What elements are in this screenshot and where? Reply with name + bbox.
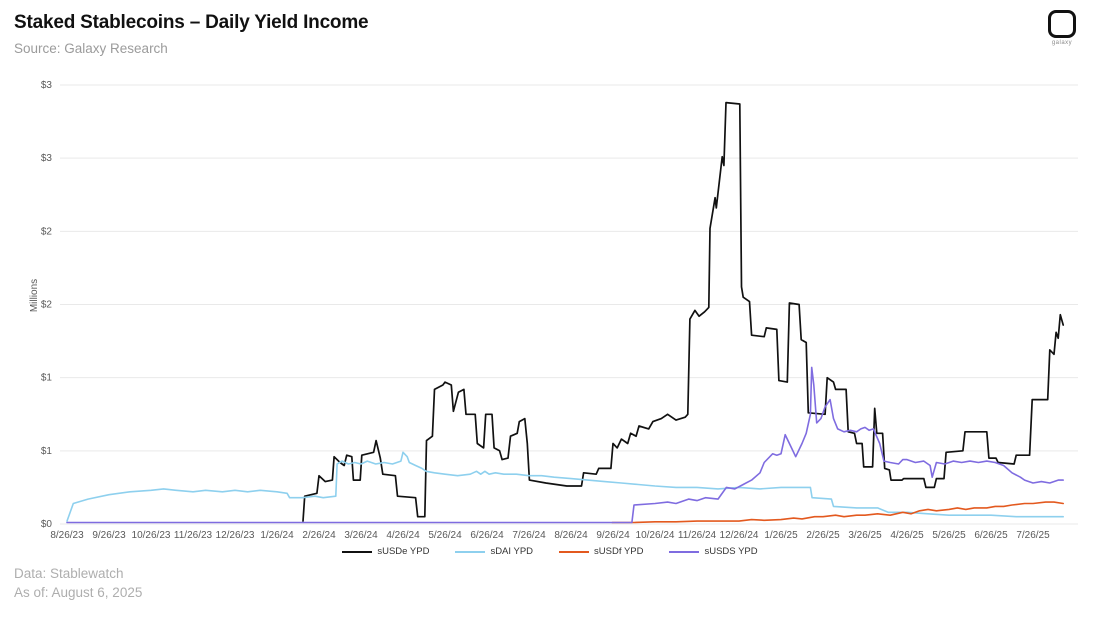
series-line-sUSDS-YPD [66, 366, 1064, 524]
y-tick-label: $3 [41, 153, 53, 164]
galaxy-logo-icon [1048, 10, 1076, 38]
x-tick-label: 4/26/25 [890, 530, 924, 541]
legend-item-sUSDf-YPD[interactable]: sUSDf YPD [559, 546, 643, 557]
legend-item-sUSDS-YPD[interactable]: sUSDS YPD [669, 546, 758, 557]
chart-footer: Data: Stablewatch As of: August 6, 2025 [14, 564, 142, 602]
x-tick-label: 2/26/24 [302, 530, 336, 541]
galaxy-logo-wordmark: galaxy [1051, 40, 1073, 46]
x-tick-label: 6/26/25 [974, 530, 1008, 541]
x-tick-label: 10/26/24 [636, 530, 675, 541]
legend-label: sDAI YPD [490, 546, 534, 557]
x-tick-label: 9/26/24 [596, 530, 630, 541]
x-tick-label: 8/26/24 [554, 530, 588, 541]
page-title: Staked Stablecoins – Daily Yield Income [14, 12, 369, 33]
legend-label: sUSDS YPD [704, 546, 758, 557]
y-tick-label: $2 [41, 226, 53, 237]
y-axis-title: Millions [29, 278, 41, 313]
footer-as-of: As of: August 6, 2025 [14, 585, 143, 600]
chart-legend: sUSDe YPD sDAI YPD sUSDf YPD sUSDS YPD [0, 546, 1100, 557]
legend-item-sUSDe-YPD[interactable]: sUSDe YPD [342, 546, 429, 557]
x-tick-label: 6/26/24 [470, 530, 504, 541]
y-tick-label: $1 [41, 373, 53, 384]
series-line-sUSDf-YPD [611, 501, 1064, 524]
x-tick-label: 1/26/24 [260, 530, 294, 541]
x-tick-label: 9/26/23 [92, 530, 126, 541]
x-tick-label: 12/26/23 [216, 530, 255, 541]
x-tick-label: 5/26/25 [932, 530, 966, 541]
x-tick-label: 7/26/25 [1016, 530, 1050, 541]
x-tick-label: 8/26/23 [50, 530, 84, 541]
footer-data-source: Data: Stablewatch [14, 566, 124, 581]
x-tick-label: 10/26/23 [132, 530, 171, 541]
page-subtitle: Source: Galaxy Research [14, 41, 168, 56]
x-tick-label: 5/26/24 [428, 530, 462, 541]
x-tick-label: 4/26/24 [386, 530, 420, 541]
series-line-sUSDe-YPD [302, 101, 1065, 522]
legend-label: sUSDf YPD [594, 546, 644, 557]
legend-swatch-icon [342, 550, 373, 553]
y-tick-label: $2 [41, 300, 53, 311]
x-tick-label: 3/26/25 [848, 530, 882, 541]
legend-swatch-icon [669, 550, 700, 553]
y-tick-label: $0 [41, 519, 53, 530]
x-tick-label: 12/26/24 [720, 530, 759, 541]
y-tick-label: $3 [41, 80, 53, 91]
x-tick-label: 7/26/24 [512, 530, 546, 541]
brand-mark: galaxy [1042, 10, 1082, 46]
series-line-sDAI-YPD [66, 451, 1064, 522]
y-tick-label: $1 [41, 446, 53, 457]
legend-swatch-icon [559, 550, 590, 553]
x-tick-label: 2/26/25 [806, 530, 840, 541]
x-tick-label: 3/26/24 [344, 530, 378, 541]
legend-item-sDAI-YPD[interactable]: sDAI YPD [455, 546, 533, 557]
x-tick-label: 11/26/23 [174, 530, 213, 541]
x-tick-label: 11/26/24 [678, 530, 717, 541]
x-tick-label: 1/26/25 [764, 530, 798, 541]
legend-swatch-icon [455, 550, 486, 553]
legend-label: sUSDe YPD [377, 546, 430, 557]
